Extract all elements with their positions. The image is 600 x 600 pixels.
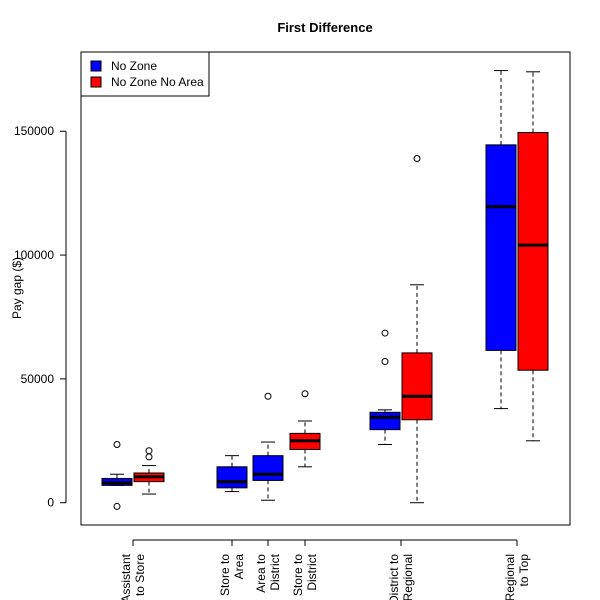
iqr-box bbox=[252, 455, 284, 481]
outlier-point bbox=[264, 392, 272, 400]
iqr-box bbox=[401, 352, 433, 421]
legend-swatch bbox=[90, 76, 102, 88]
x-tick-label: Regional to Top bbox=[503, 554, 531, 600]
legend: No Zone No Zone No Area bbox=[80, 51, 210, 97]
x-tick-label: Store to District bbox=[291, 553, 319, 596]
outlier-point bbox=[381, 329, 389, 337]
legend-swatch bbox=[90, 60, 102, 72]
y-tick-label: 100000 bbox=[14, 248, 54, 262]
x-axis: Assistant to Store Store to Area Area to Dist… bbox=[119, 539, 531, 600]
legend-label: No Zone bbox=[111, 59, 157, 73]
x-tick-label-line: District bbox=[305, 553, 319, 590]
outlier-point bbox=[145, 447, 153, 455]
box-no-zone bbox=[252, 392, 284, 501]
y-tick-label: 0 bbox=[47, 496, 54, 510]
box-no-zone bbox=[216, 455, 248, 493]
x-tick-label-line: District bbox=[268, 553, 282, 590]
y-axis: 0 50000 100000 150000 bbox=[14, 124, 67, 510]
box-no-zone-no-area bbox=[289, 390, 321, 468]
x-tick-label-line: Area to bbox=[254, 554, 268, 593]
x-tick-label-line: Assistant bbox=[119, 553, 133, 600]
legend-label: No Zone No Area bbox=[111, 75, 204, 89]
x-tick-label: District to Regional bbox=[387, 554, 415, 600]
iqr-box bbox=[517, 131, 549, 371]
x-tick-label-line: District to bbox=[387, 554, 401, 600]
x-tick-label-line: Store to bbox=[291, 554, 305, 596]
outlier-point bbox=[113, 502, 121, 510]
x-tick-label-line: Regional bbox=[503, 554, 517, 600]
x-tick-label: Assistant to Store bbox=[119, 553, 147, 600]
legend-box bbox=[80, 51, 210, 97]
x-tick-label-line: to Top bbox=[517, 554, 531, 587]
y-axis-label: Pay gap ($) bbox=[10, 257, 24, 319]
x-tick-label-line: to Store bbox=[133, 554, 147, 596]
x-tick-label-line: Area bbox=[232, 554, 246, 580]
outlier-point bbox=[413, 154, 421, 162]
y-tick-label: 50000 bbox=[21, 372, 55, 386]
outlier-point bbox=[145, 453, 153, 461]
x-tick-label: Store to Area bbox=[218, 554, 246, 596]
box-no-zone-no-area bbox=[133, 447, 165, 495]
outlier-point bbox=[113, 441, 121, 449]
iqr-box bbox=[216, 466, 248, 489]
plot-frame bbox=[80, 51, 571, 526]
box-no-zone-no-area bbox=[401, 154, 433, 504]
boxes-layer bbox=[101, 70, 549, 510]
box-no-zone-no-area bbox=[517, 71, 549, 442]
box-no-zone bbox=[485, 70, 517, 410]
x-tick-label-line: Store to bbox=[218, 554, 232, 596]
y-tick-label: 150000 bbox=[14, 124, 54, 138]
iqr-box bbox=[485, 144, 517, 351]
x-tick-label-line: Regional bbox=[401, 554, 415, 600]
iqr-box bbox=[369, 411, 401, 431]
outlier-point bbox=[301, 390, 309, 398]
x-tick-label: Area to District bbox=[254, 553, 282, 592]
box-no-zone bbox=[101, 441, 133, 510]
chart-title: First Difference bbox=[277, 20, 372, 35]
outlier-point bbox=[381, 358, 389, 366]
box-no-zone bbox=[369, 329, 401, 446]
